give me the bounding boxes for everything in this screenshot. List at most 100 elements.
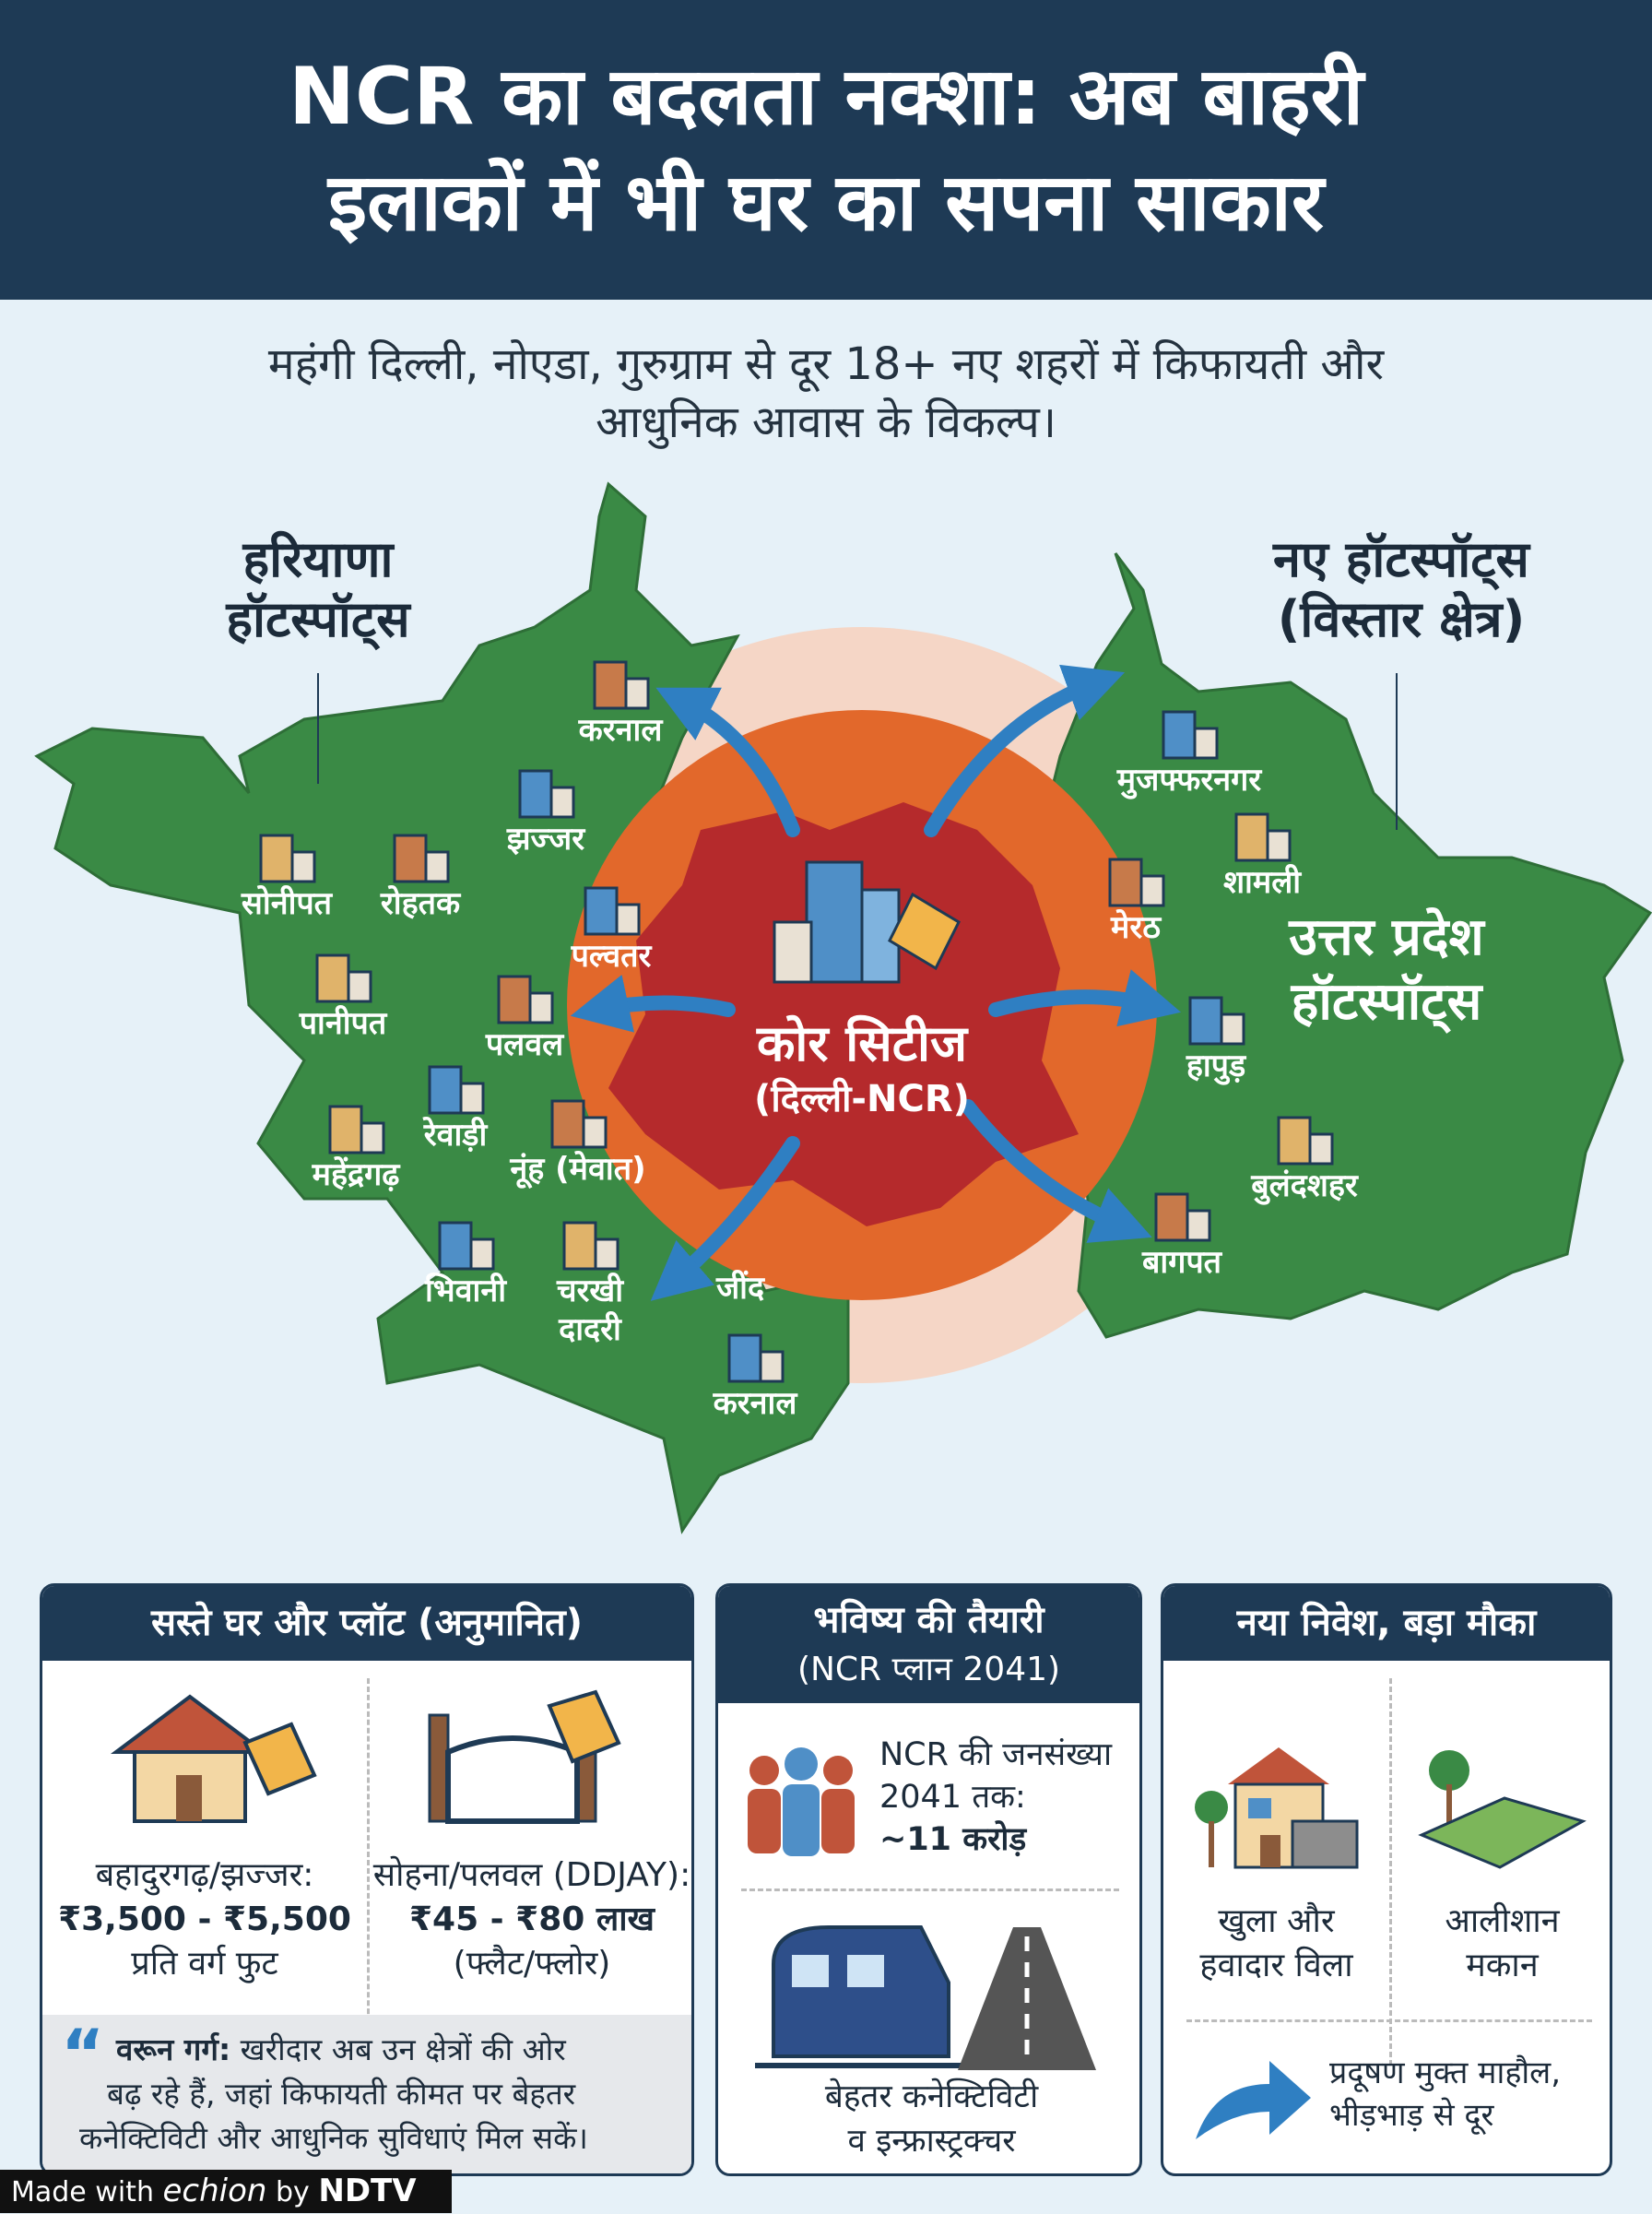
- panel-title-line: (NCR प्लान 2041): [796, 1651, 1061, 1688]
- city-label: शामली: [1223, 863, 1302, 901]
- feature-line: आलीशान: [1445, 1902, 1560, 1940]
- divider: [1186, 2019, 1592, 2022]
- city-icon: [1220, 1012, 1245, 1046]
- map: हरियाणाहॉटस्पॉट्सनए हॉटस्पॉट्स(विस्तार क…: [34, 481, 1652, 1534]
- city-icon: [428, 1065, 463, 1115]
- city-label: करनाल: [713, 1385, 799, 1422]
- benefit-text: प्रदूषण मुक्त माहौल, भीड़भाड़ से दूर: [1329, 2052, 1561, 2137]
- city-label: हापुड़: [1186, 1048, 1247, 1085]
- quote-line: बढ़ रहे हैं, जहां किफायती कीमत पर बेहतर: [107, 2076, 576, 2112]
- quote-line: वरून गर्ग: खरीदार अब उन क्षेत्रों की ओर: [116, 2028, 566, 2072]
- future-panel: भविष्य की तैयारी (NCR प्लान 2041) NCR की…: [715, 1583, 1142, 2176]
- footer-partner: NDTV: [318, 2173, 417, 2209]
- quote-speaker: वरून गर्ग:: [116, 2031, 231, 2067]
- quote-mark: “: [61, 2015, 105, 2092]
- title-line: NCR का बदलता नक्शा: अब बाहरी: [288, 51, 1364, 143]
- land-icon: [1418, 1750, 1587, 1869]
- population-line: 2041 तक:: [879, 1779, 1026, 1816]
- divider: [741, 1888, 1119, 1891]
- city-icon: [1139, 874, 1165, 907]
- prices-panel: सस्ते घर और प्लॉट (अनुमानित) बहादुरगढ़/झ…: [40, 1583, 694, 2176]
- city-label: करनाल: [578, 712, 665, 749]
- city-label: महेंद्रगढ़: [312, 1155, 402, 1193]
- city-label: दादरी: [558, 1310, 622, 1348]
- city-icon: [1266, 829, 1292, 862]
- villa-icon: [1195, 1747, 1359, 1869]
- city-icon: [562, 1221, 597, 1271]
- city-label: रोहतक: [380, 884, 462, 922]
- footer-text: Made with: [11, 2176, 154, 2208]
- city-label: भिवानी: [424, 1272, 507, 1309]
- city-icon: [469, 1237, 495, 1271]
- city-icon: [615, 903, 641, 936]
- quote-text: खरीदार अब उन क्षेत्रों की ओर: [240, 2031, 566, 2067]
- city-label: चरखी: [556, 1272, 624, 1309]
- city-icon: [1162, 710, 1197, 760]
- city-icon: [549, 786, 575, 819]
- city-icon: [582, 1116, 608, 1149]
- core-icon: [773, 860, 961, 984]
- city-icon: [328, 1105, 363, 1154]
- city-icon: [315, 953, 350, 1003]
- house-icon: [111, 1694, 317, 1823]
- city-label: बुलंदशहर: [1250, 1167, 1359, 1205]
- panel-title: नया निवेश, बड़ा मौका: [1163, 1586, 1610, 1661]
- city-label: बागपत: [1141, 1244, 1223, 1281]
- connectivity-line: व इन्फ्रास्ट्रक्चर: [847, 2123, 1016, 2160]
- region-heading: नए हॉटस्पॉट्स: [1272, 530, 1531, 591]
- subtitle-line: महंगी दिल्ली, नोएडा, गुरुग्राम से दूर 18…: [267, 338, 1385, 390]
- panel-title: सस्ते घर और प्लॉट (अनुमानित): [42, 1586, 691, 1661]
- price-label: सोहना/पलवल (DDJAY):: [372, 1856, 691, 1894]
- city-icon: [424, 850, 450, 883]
- city-icon: [550, 1099, 585, 1149]
- gate-icon: [428, 1689, 621, 1824]
- quote-line: कनेक्टिविटी और आधुनिक सुविधाएं मिल सकें।: [79, 2120, 588, 2156]
- price-unit: (फ्लैट/फ्लोर): [453, 1945, 611, 1983]
- city-icon: [1108, 858, 1143, 907]
- title-line: इलाकों में भी घर का सपना साकार: [327, 157, 1325, 249]
- train-road-icon: [755, 1925, 1096, 2070]
- population-text: NCR की जनसंख्या 2041 तक: ~11 करोड़: [879, 1734, 1112, 1861]
- feature-line: मकान: [1466, 1947, 1539, 1984]
- arrows: [570, 664, 1182, 1301]
- footer: Made with echion by NDTV: [0, 2170, 452, 2213]
- city-icon: [1234, 812, 1269, 862]
- region-label: उत्तर प्रदेश: [1288, 906, 1485, 967]
- price-value: ₹3,500 - ₹5,500: [58, 1900, 351, 1938]
- city-label: पलवल: [485, 1026, 565, 1063]
- city-icon: [528, 991, 554, 1024]
- price-value: ₹45 - ₹80 लाख: [408, 1900, 655, 1938]
- region-heading: हरियाणा: [242, 530, 395, 588]
- people-icon: [748, 1747, 855, 1856]
- city-icon: [497, 975, 532, 1024]
- city-icon: [1193, 727, 1219, 760]
- feature-line: खुला और: [1218, 1902, 1335, 1940]
- footer-brand: echion: [162, 2173, 267, 2209]
- panel-title-line: भविष्य की तैयारी: [813, 1599, 1044, 1641]
- city-icon: [1188, 996, 1223, 1046]
- panel-title: भविष्य की तैयारी (NCR प्लान 2041): [718, 1586, 1139, 1703]
- header: [0, 0, 1652, 300]
- city-icon: [360, 1121, 385, 1154]
- divider: [1389, 1678, 1392, 2066]
- city-label: सोनीपत: [241, 884, 334, 922]
- city-icon: [624, 677, 650, 710]
- divider: [367, 1678, 370, 2047]
- city-icon: [727, 1333, 762, 1383]
- benefit-line: भीड़भाड़ से दूर: [1329, 2097, 1494, 2134]
- region-heading: (विस्तार क्षेत्र): [1278, 590, 1526, 648]
- city-icon: [594, 1237, 620, 1271]
- price-label: बहादुरगढ़/झज्जर:: [95, 1856, 314, 1894]
- city-icon: [347, 970, 372, 1003]
- city-icon: [290, 850, 316, 883]
- city-icon: [438, 1221, 473, 1271]
- city-label: मेरठ: [1110, 908, 1162, 946]
- footer-text: by: [276, 2176, 310, 2208]
- core-sublabel: (दिल्ली-NCR): [754, 1077, 970, 1120]
- city-icon: [593, 660, 628, 710]
- city-label: जींद: [715, 1269, 765, 1307]
- core-label: कोर सिटीज: [756, 1014, 969, 1072]
- city-label: रेवाड़ी: [422, 1116, 488, 1154]
- population-line: NCR की जनसंख्या: [879, 1736, 1113, 1773]
